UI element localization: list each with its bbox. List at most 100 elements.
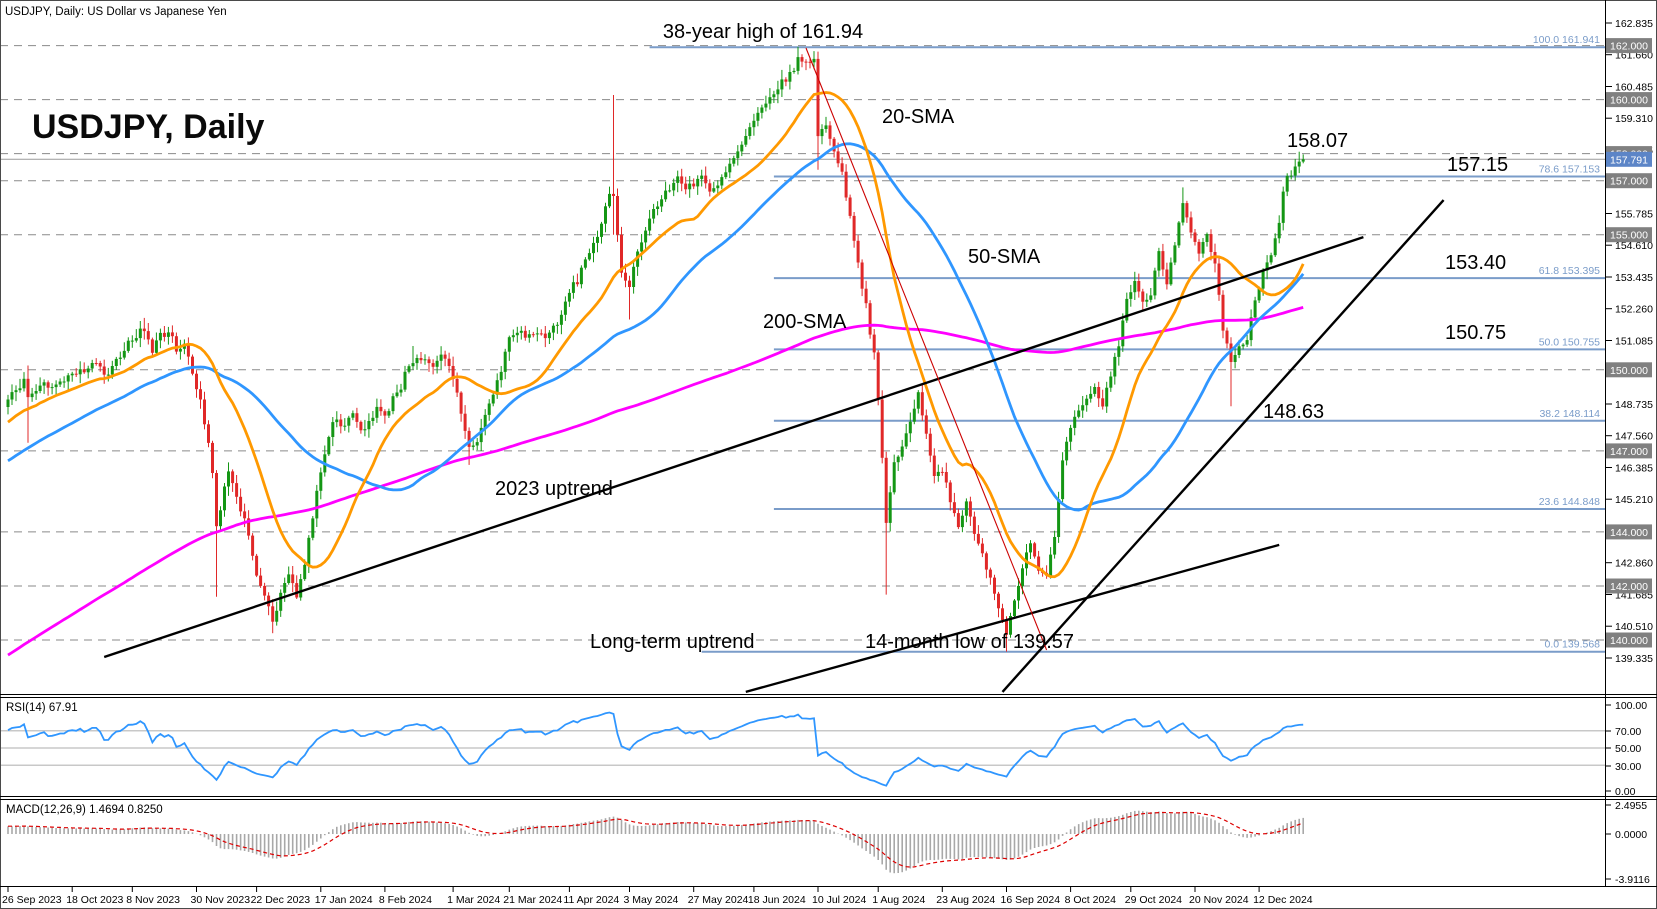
candle-body — [158, 332, 162, 341]
candle-body — [1125, 298, 1129, 321]
candle-body — [968, 501, 972, 517]
level-150-75[interactable]: 150.75 — [1445, 322, 1506, 344]
candle-body — [1273, 238, 1277, 256]
fib-label-50.0: 50.0 150.755 — [1539, 336, 1600, 348]
level-158-07[interactable]: 158.07 — [1287, 130, 1348, 152]
candle-body — [700, 175, 704, 179]
candle-body — [114, 358, 118, 366]
price-badge-label: 147.000 — [1610, 446, 1648, 458]
candle-body — [1145, 299, 1149, 302]
price-axis-label: 159.310 — [1615, 113, 1653, 125]
candle-body — [744, 136, 748, 145]
candle-body — [14, 390, 18, 393]
candle-body — [1253, 300, 1257, 318]
price-axis-label: 147.560 — [1615, 431, 1653, 443]
candle-body — [720, 177, 724, 186]
candle-body — [888, 492, 892, 523]
candle-body — [199, 389, 202, 400]
candle-body — [1181, 203, 1185, 223]
uptrend-steep-line[interactable] — [1001, 199, 1445, 693]
rsi-line — [7, 711, 1304, 787]
candle-body — [1257, 288, 1261, 301]
candle-body — [46, 382, 50, 388]
date-axis-label: 16 Sep 2024 — [1001, 894, 1061, 906]
trendlines[interactable] — [103, 47, 1445, 694]
note-long-term-uptrend[interactable]: Long-term uptrend — [590, 631, 755, 653]
candle-body — [6, 399, 10, 407]
candle-body — [708, 183, 712, 192]
candle-body — [315, 490, 319, 519]
price-badge-label: 160.000 — [1610, 95, 1648, 107]
uptrend-long-term-line[interactable] — [745, 543, 1280, 694]
candle-body — [399, 389, 403, 393]
candle-body — [880, 399, 884, 458]
date-axis-label: 11 Apr 2024 — [563, 894, 619, 906]
candle-body — [275, 610, 279, 622]
rsi-scale-label: 70.00 — [1615, 726, 1641, 738]
candle-body — [375, 406, 379, 418]
level-148-63[interactable]: 148.63 — [1263, 401, 1324, 423]
date-axis-label: 8 Nov 2023 — [126, 894, 180, 906]
current-price-label: 157.791 — [1610, 154, 1648, 166]
candle-body — [832, 138, 836, 152]
candle-body — [106, 374, 110, 376]
level-153-40[interactable]: 153.40 — [1445, 252, 1506, 274]
candle-body — [1261, 270, 1265, 289]
candle-body — [764, 103, 768, 108]
label-20-sma[interactable]: 20-SMA — [882, 106, 955, 128]
price-axis-label: 154.610 — [1615, 240, 1653, 252]
candle-body — [467, 430, 471, 447]
label-200-sma[interactable]: 200-SMA — [763, 311, 847, 333]
candle-body — [952, 502, 956, 514]
candle-body — [531, 334, 535, 336]
candle-body — [612, 193, 615, 196]
candle-body — [1165, 269, 1169, 285]
price-axis-label: 146.385 — [1615, 463, 1653, 475]
candle-body — [211, 442, 214, 473]
chart-annotations[interactable]: 38-year high of 161.94 20-SMA 50-SMA 200-SM… — [495, 21, 1508, 653]
candle-body — [1137, 281, 1141, 292]
candle-body — [772, 94, 776, 98]
note-2023-uptrend[interactable]: 2023 uptrend — [495, 478, 613, 500]
candle-body — [130, 340, 134, 342]
candle-body — [1077, 410, 1081, 417]
candle-body — [1009, 616, 1012, 635]
candle-body — [1101, 398, 1105, 407]
date-axis-label: 18 Jun 2024 — [748, 894, 806, 906]
candle-body — [1109, 376, 1113, 388]
price-axis-label: 142.860 — [1615, 558, 1653, 570]
candle-body — [515, 332, 519, 336]
candle-body — [840, 163, 844, 172]
candle-body — [511, 335, 515, 338]
macd-scale-label: -3.9116 — [1615, 874, 1650, 886]
candle-body — [291, 574, 295, 584]
decline-trendline[interactable] — [805, 47, 1048, 651]
candle-body — [379, 406, 383, 412]
label-50-sma[interactable]: 50-SMA — [968, 246, 1041, 268]
candle-body — [1089, 393, 1093, 399]
candle-body — [912, 408, 916, 422]
candle-body — [692, 183, 696, 187]
fib-label-78.6: 78.6 157.153 — [1539, 164, 1600, 176]
uptrend-2023-line[interactable] — [103, 235, 1364, 659]
candle-body — [740, 144, 744, 152]
candle-body — [1057, 499, 1061, 537]
price-axis-label: 151.085 — [1615, 336, 1653, 348]
candle-body — [604, 206, 607, 224]
candle-body — [660, 199, 664, 207]
candle-body — [1105, 387, 1109, 407]
candle-body — [812, 58, 816, 63]
candle-body — [1237, 346, 1241, 355]
fibonacci-retracement[interactable]: 100.0 161.941 78.6 157.153 61.8 153.395 50.… — [649, 34, 1605, 653]
candle-body — [940, 471, 944, 473]
note-14-month-low[interactable]: 14-month low of 139.57 — [865, 631, 1074, 653]
candle-body — [1173, 245, 1177, 263]
level-157-15[interactable]: 157.15 — [1447, 154, 1508, 176]
candle-body — [539, 333, 543, 335]
candle-body — [836, 151, 840, 164]
candle-body — [732, 158, 736, 164]
macd-label: MACD(12,26,9) 1.4694 0.8250 — [6, 804, 163, 816]
note-38-year-high[interactable]: 38-year high of 161.94 — [663, 21, 863, 43]
candle-body — [154, 340, 158, 353]
candle-body — [1153, 270, 1157, 296]
